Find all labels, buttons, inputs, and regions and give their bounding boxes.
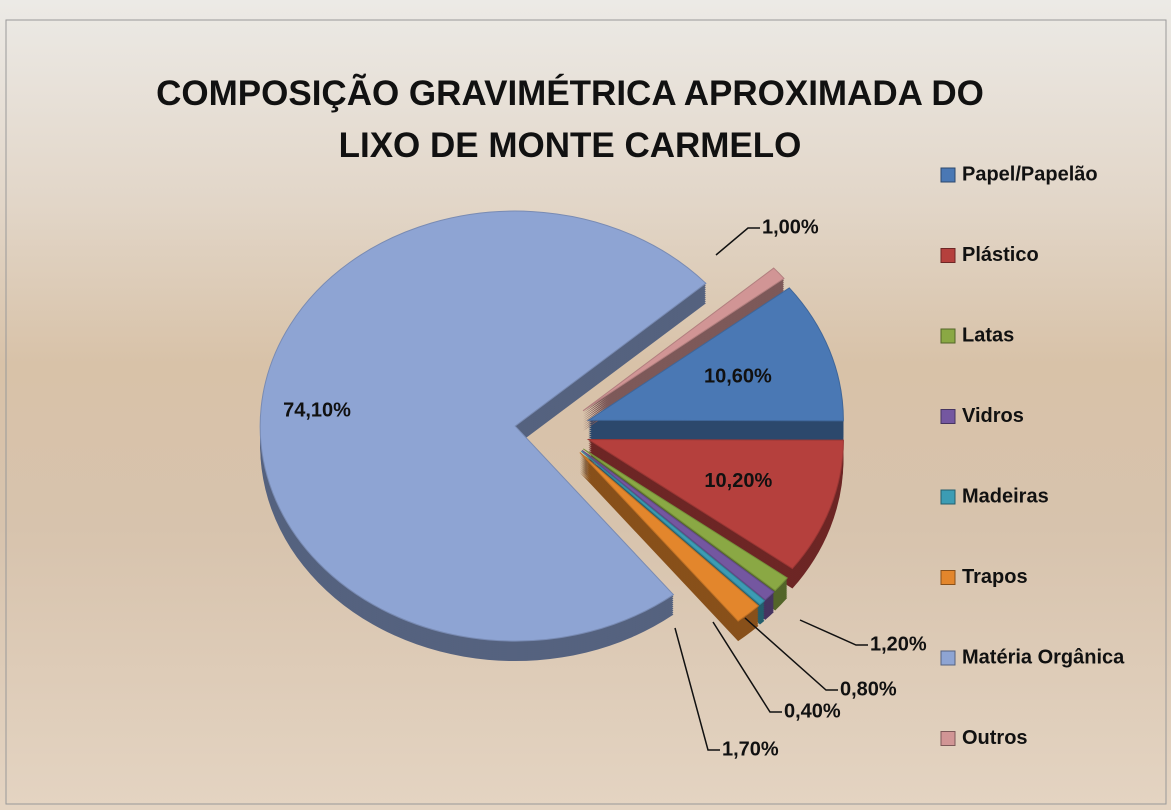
slice <box>583 448 789 592</box>
legend-label: Vidros <box>962 405 1024 427</box>
frame <box>5 19 1167 805</box>
legend-swatch <box>940 409 956 424</box>
legend-swatch <box>940 167 956 183</box>
data-label: 1,70% <box>722 738 779 760</box>
leader-line <box>715 227 760 256</box>
slice <box>259 210 707 642</box>
data-label: 1,20% <box>870 633 927 655</box>
legend-label: Papel/Papelão <box>962 163 1098 185</box>
slice <box>581 449 775 601</box>
legend-label: Outros <box>962 727 1028 749</box>
leader-line <box>712 621 782 713</box>
legend-label: Trapos <box>962 566 1028 588</box>
slice <box>580 450 766 606</box>
legend-swatch <box>940 650 956 666</box>
legend-swatch <box>940 731 956 746</box>
data-label: 74,10% <box>283 400 351 422</box>
leader-line <box>744 617 838 691</box>
legend-swatch <box>940 248 956 263</box>
slice <box>586 439 844 570</box>
legend-swatch <box>940 489 956 505</box>
chart-title: COMPOSIÇÃO GRAVIMÉTRICA APROXIMADA DO LI… <box>156 74 984 165</box>
legend-swatch <box>940 570 956 585</box>
leader-line <box>674 627 720 751</box>
legend-label: Latas <box>962 324 1014 346</box>
data-label: 0,40% <box>784 700 841 722</box>
data-label: 0,80% <box>840 678 897 700</box>
data-label: 1,00% <box>762 216 819 238</box>
slice <box>579 452 760 622</box>
slice <box>582 267 785 412</box>
legend-label: Madeiras <box>962 485 1049 507</box>
slice <box>586 287 844 422</box>
data-label: 10,20% <box>704 470 772 492</box>
leader-line <box>799 619 868 646</box>
data-label: 10,60% <box>704 365 772 387</box>
legend-label: Matéria Orgânica <box>962 646 1125 668</box>
legend-swatch <box>940 328 956 344</box>
legend-label: Plástico <box>962 244 1039 266</box>
